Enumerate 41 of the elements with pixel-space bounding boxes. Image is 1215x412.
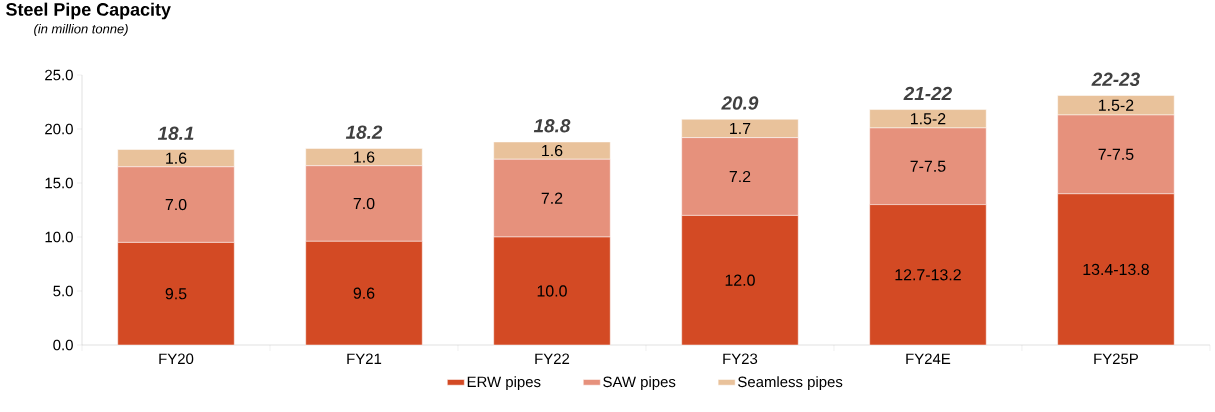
y-tick-label: 10.0 [45,231,73,243]
total-label: 21-22 [903,86,952,101]
x-tick-label: FY20 [159,353,194,365]
data-label: 13.4-13.8 [1083,263,1149,276]
data-label: 12.0 [725,274,755,286]
x-tick-label: FY21 [347,353,382,364]
data-label: 7.2 [729,170,751,183]
data-label: 9.6 [353,287,375,299]
data-label: 7.0 [165,198,187,211]
x-tick-label: FY25P [1094,353,1138,365]
total-label: 18.1 [157,126,194,140]
y-tick-label: 20.0 [45,123,73,135]
legend-label: Seamless pipes [738,376,843,391]
data-label: 1.7 [730,122,751,134]
data-label: 7-7.5 [1098,148,1134,160]
total-label: 22-23 [1091,72,1140,86]
y-tick-label: 25.0 [45,69,73,81]
data-label: 1.6 [542,144,563,157]
legend-label: ERW pipes [467,376,541,391]
data-label: 10.0 [537,285,567,297]
chart-subtitle: (in million tonne) [34,23,128,37]
data-label: 12.7-13.2 [895,269,961,281]
data-label: 1.5-2 [1098,99,1134,111]
chart-title: Steel Pipe Capacity [6,2,171,20]
x-tick-label: FY23 [723,353,758,365]
y-tick-label: 15.0 [45,177,73,189]
data-label: 7.2 [541,192,563,204]
data-label: 1.6 [166,152,187,164]
x-tick-label: FY22 [535,353,570,364]
data-label: 1.5-2 [911,113,946,125]
data-label: 9.5 [165,288,187,300]
y-tick-label: 0.0 [53,339,73,351]
total-label: 18.2 [345,125,383,139]
total-label: 18.8 [533,119,571,133]
x-tick-label: FY24E [906,353,951,364]
total-label: 20.9 [721,96,759,110]
data-label: 7-7.5 [910,160,946,172]
data-label: 7.0 [353,197,375,210]
data-label: 1.6 [354,151,375,163]
y-tick-label: 5.0 [53,285,73,297]
legend-label: SAW pipes [603,376,676,391]
